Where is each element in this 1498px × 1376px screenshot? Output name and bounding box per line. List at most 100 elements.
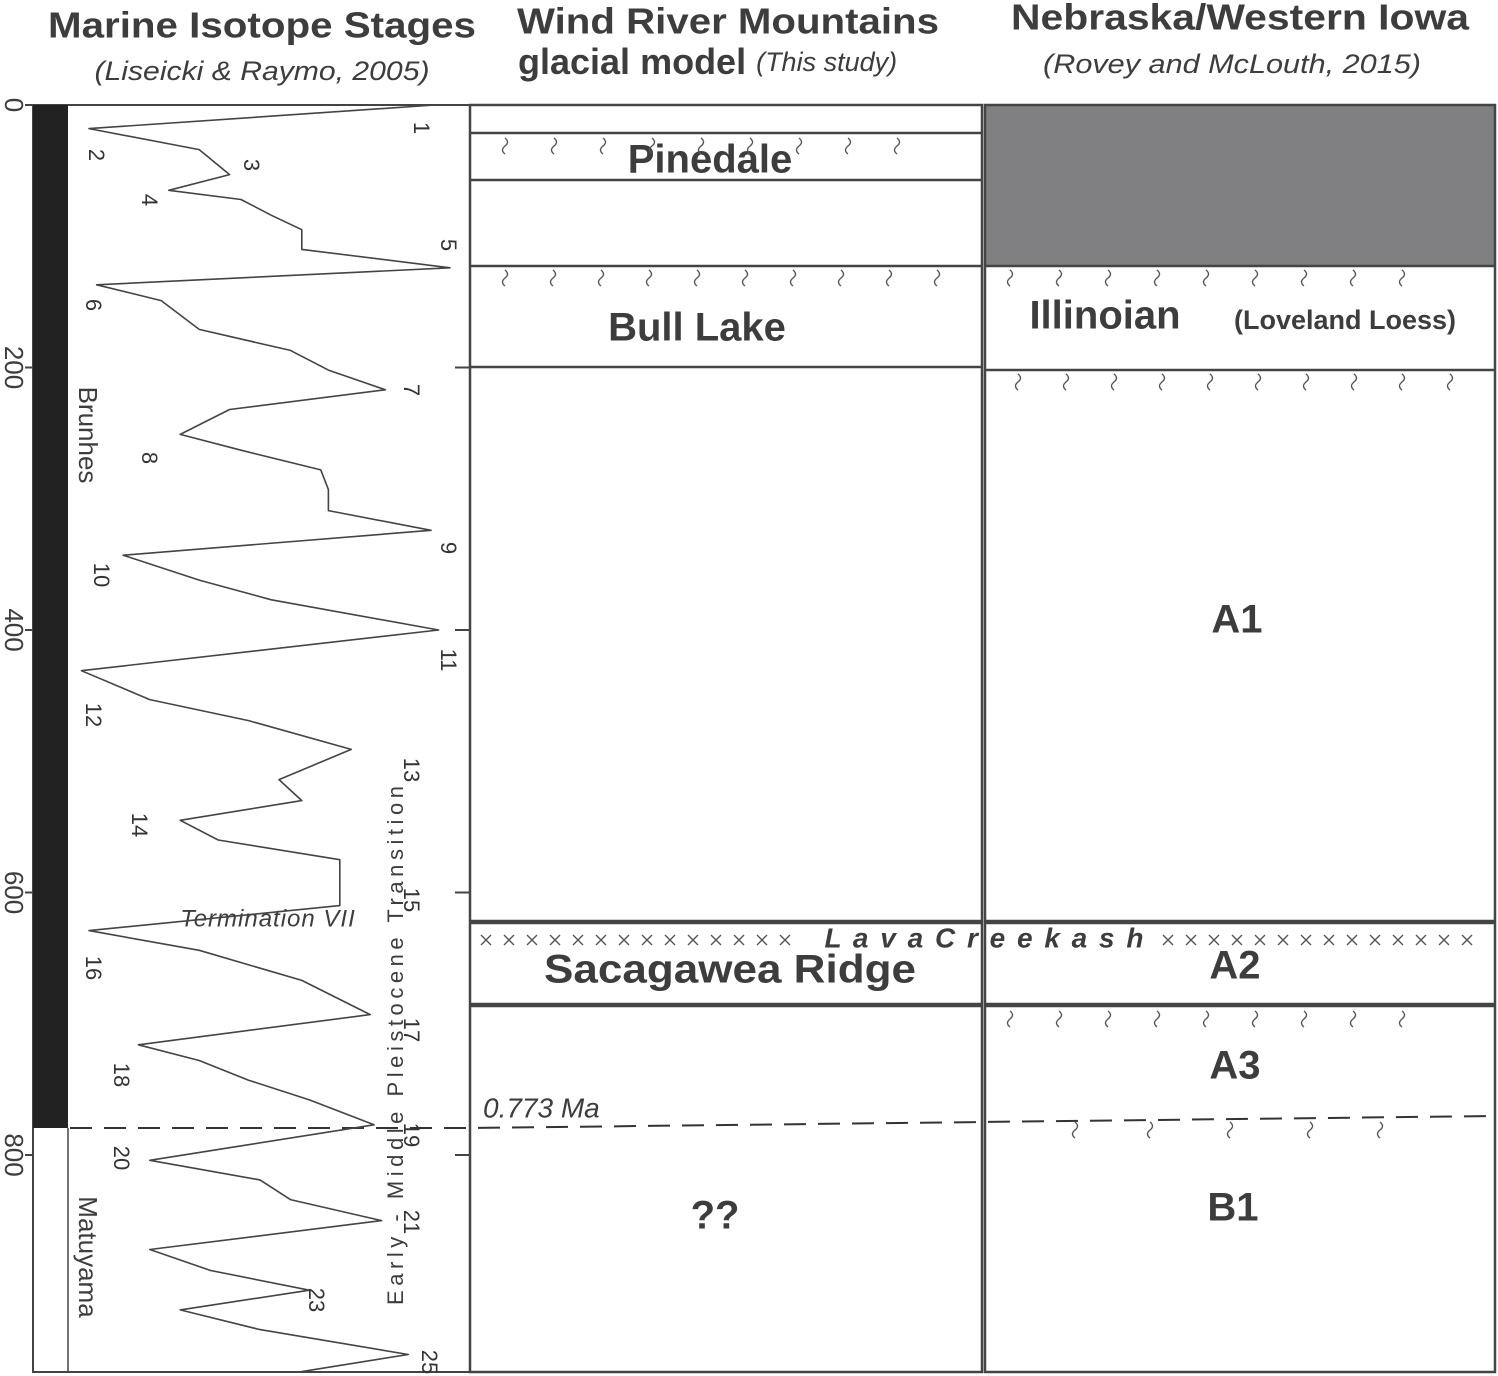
unconformity-symbol	[837, 269, 845, 287]
wind-river-citation: (This study)	[756, 47, 897, 77]
wind-river-title-line: glacial model	[518, 41, 746, 82]
stage-label: 14	[127, 813, 152, 837]
unconformity-symbol	[1014, 373, 1022, 391]
unconformity-symbol	[1202, 269, 1210, 287]
unconformity-symbol	[1006, 269, 1014, 287]
stage-label: 6	[81, 299, 106, 311]
unconformity-symbol	[1146, 1121, 1154, 1139]
unconformity-symbol	[789, 269, 797, 287]
stage-label: 1	[409, 122, 434, 134]
y-tick-label: 0	[0, 98, 29, 112]
stage-label: 16	[81, 956, 106, 980]
stage-label: 18	[109, 1063, 134, 1087]
unconformity-symbol	[1006, 1010, 1014, 1028]
unit-label: ??	[691, 1194, 740, 1238]
unconformity-symbol	[1251, 1010, 1259, 1028]
ash-symbol	[641, 934, 653, 946]
y-tick-label: 200	[0, 346, 29, 389]
unconformity-symbol	[1251, 269, 1259, 287]
unconformity-symbol	[645, 269, 653, 287]
unconformity-symbol	[1153, 1010, 1161, 1028]
isotope-curve	[80, 104, 451, 1373]
unconformity-symbol	[1158, 373, 1166, 391]
stage-label: 11	[436, 649, 461, 672]
ash-symbol	[1369, 934, 1381, 946]
chron-label: Brunhes	[73, 387, 103, 484]
stage-label: 20	[109, 1146, 134, 1170]
mis-title: Marine Isotope Stages	[48, 5, 476, 46]
ash-symbol	[1231, 934, 1243, 946]
ash-symbol	[1300, 934, 1312, 946]
ash-symbol	[733, 934, 745, 946]
ash-symbol	[1392, 934, 1404, 946]
stage-label: 3	[239, 159, 264, 171]
unconformity-symbol	[893, 137, 901, 155]
unconformity-symbol	[1300, 269, 1308, 287]
unconformity-symbol	[501, 269, 509, 287]
unconformity-symbol	[1398, 1010, 1406, 1028]
ash-symbol	[1438, 934, 1450, 946]
stage-label: 13	[399, 758, 424, 782]
unconformity-symbol	[1349, 269, 1357, 287]
stage-label: 4	[137, 194, 162, 206]
unconformity-symbol	[1306, 1121, 1314, 1139]
stage-label: 8	[137, 452, 162, 464]
ash-symbol	[1162, 934, 1174, 946]
mis-citation: (Liseicki & Raymo, 2005)	[95, 56, 430, 86]
ash-symbol	[595, 934, 607, 946]
ash-symbol	[1185, 934, 1197, 946]
stage-label: 21	[399, 1210, 424, 1234]
unit-label: Illinoian	[1029, 294, 1180, 338]
y-tick-label: 400	[0, 608, 29, 651]
ash-symbol	[503, 934, 515, 946]
ash-symbol	[1323, 934, 1335, 946]
wind-river-column	[468, 103, 984, 1374]
y-tick-label: 600	[0, 871, 29, 914]
chron-label: Matuyama	[73, 1196, 103, 1318]
unconformity-symbol	[1398, 373, 1406, 391]
unconformity-symbol	[1071, 1121, 1079, 1139]
unconformity-symbol	[599, 137, 607, 155]
unconformity-symbol	[1055, 269, 1063, 287]
ash-symbol	[1461, 934, 1473, 946]
ash-symbol	[618, 934, 630, 946]
stage-label: 25	[417, 1350, 442, 1374]
wind-river-title: Wind River Mountains	[517, 1, 939, 42]
unit-label: Bull Lake	[608, 306, 786, 350]
unit-label: A3	[1209, 1044, 1260, 1088]
unconformity-symbol	[1398, 269, 1406, 287]
unconformity-symbol	[1104, 269, 1112, 287]
unconformity-symbol	[1302, 373, 1310, 391]
unit-label: A1	[1211, 598, 1262, 642]
unconformity-symbol	[933, 269, 941, 287]
ash-symbol	[572, 934, 584, 946]
unconformity-symbol	[1055, 1010, 1063, 1028]
unconformity-symbol	[1104, 1010, 1112, 1028]
unconformity-symbol	[885, 269, 893, 287]
unconformity-symbol	[844, 137, 852, 155]
unit-label: B1	[1207, 1186, 1258, 1230]
unconformity-symbol	[1153, 269, 1161, 287]
unconformity-symbol	[597, 269, 605, 287]
unconformity-symbol	[1349, 1010, 1357, 1028]
unit-label: A2	[1209, 944, 1260, 988]
ash-symbol	[1277, 934, 1289, 946]
unconformity-symbol	[648, 137, 656, 155]
unconformity-symbol	[550, 137, 558, 155]
unconformity-symbol	[697, 137, 705, 155]
unconformity-symbol	[1110, 373, 1118, 391]
nebraska-title: Nebraska/Western Iowa	[1011, 0, 1470, 38]
brunhes-bar	[33, 105, 68, 1128]
ash-symbol	[526, 934, 538, 946]
boundary-line	[70, 1115, 1496, 1129]
stage-label: 2	[84, 149, 109, 161]
boundary-label: 0.773 Ma	[483, 1092, 600, 1123]
ash-symbol	[1415, 934, 1427, 946]
unit-label: Sacagawea Ridge	[544, 948, 916, 992]
unit-sublabel: (Loveland Loess)	[1234, 305, 1456, 335]
unconformity-symbol	[1254, 373, 1262, 391]
gray-block	[985, 105, 1495, 266]
stage-label: 19	[399, 1123, 424, 1147]
stage-label: 7	[399, 384, 424, 396]
